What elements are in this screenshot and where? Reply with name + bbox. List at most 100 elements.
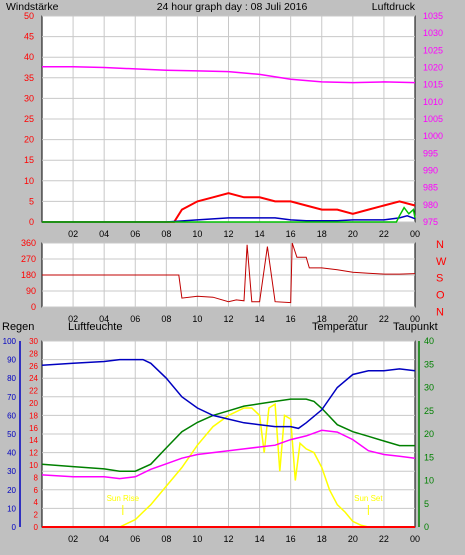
humidity-y-tick-label: 0 bbox=[12, 523, 17, 532]
wind-y-tick-label: 35 bbox=[24, 73, 34, 83]
pressure-y-tick-label: 980 bbox=[423, 200, 438, 210]
rain-y-tick-label: 6 bbox=[34, 486, 39, 495]
pressure-y-tick-label: 1035 bbox=[423, 11, 443, 21]
wind-direction-x-tick-label: 00 bbox=[410, 314, 420, 324]
temperature-y-tick-label: 30 bbox=[424, 383, 434, 393]
pressure-y-tick-label: 975 bbox=[423, 217, 438, 227]
wind-pressure-x-tick-label: 18 bbox=[317, 229, 327, 239]
wind-y-tick-label: 20 bbox=[24, 135, 34, 145]
temperature-y-tick-label: 20 bbox=[424, 429, 434, 439]
climate-x-tick-label: 18 bbox=[317, 534, 327, 544]
pressure-line bbox=[42, 66, 416, 84]
sun-annotation-label: Sun Set bbox=[354, 494, 383, 503]
wind-y-tick-label: 40 bbox=[24, 52, 34, 62]
compass-label: N bbox=[436, 306, 444, 318]
wind-direction-x-tick-label: 22 bbox=[379, 314, 389, 324]
humidity-axis-title: Luftfeuchte bbox=[68, 321, 122, 333]
wind-y-tick-label: 50 bbox=[24, 11, 34, 21]
pressure-y-tick-label: 1030 bbox=[423, 28, 443, 38]
left-axis-title: Windstärke bbox=[6, 1, 59, 13]
compass-label: S bbox=[436, 273, 443, 285]
climate-series: Sun Rise Sun Set bbox=[41, 358, 416, 528]
wind-pressure-series bbox=[42, 66, 416, 223]
rain-y-tick-label: 18 bbox=[29, 411, 38, 420]
pressure-y-tick-label: 1010 bbox=[423, 97, 443, 107]
pressure-y-tick-label: 1005 bbox=[423, 114, 443, 124]
wind-direction-x-tick-label: 20 bbox=[348, 314, 358, 324]
wind-y-tick-label: 25 bbox=[24, 114, 34, 124]
wind-direction-x-tick-label: 12 bbox=[223, 314, 233, 324]
wind-pressure-x-tick-label: 22 bbox=[379, 229, 389, 239]
solar-line bbox=[42, 402, 415, 528]
wind-gust-line bbox=[42, 206, 416, 223]
right-axis-title: Luftdruck bbox=[372, 1, 416, 13]
temperature-y-tick-label: 5 bbox=[424, 499, 429, 509]
rain-y-tick-label: 14 bbox=[29, 436, 38, 445]
wind-y-tick-label: 15 bbox=[24, 155, 34, 165]
dewpoint-axis-title: Taupunkt bbox=[393, 321, 438, 333]
humidity-y-tick-label: 20 bbox=[7, 486, 16, 495]
wind-y-tick-label: 0 bbox=[29, 217, 34, 227]
rain-y-tick-label: 20 bbox=[29, 399, 38, 408]
rain-y-tick-label: 16 bbox=[29, 424, 38, 433]
wind-direction-x-tick-label: 02 bbox=[68, 314, 78, 324]
rain-y-tick-label: 4 bbox=[34, 498, 39, 507]
humidity-y-tick-label: 60 bbox=[7, 411, 16, 420]
wind-pressure-x-tick-label: 12 bbox=[223, 229, 233, 239]
wind-y-tick-label: 30 bbox=[24, 93, 34, 103]
humidity-line bbox=[41, 358, 416, 430]
rain-y-tick-label: 10 bbox=[29, 461, 38, 470]
wind-direction-x-tick-label: 14 bbox=[255, 314, 265, 324]
climate-x-tick-label: 00 bbox=[410, 534, 420, 544]
compass-label: O bbox=[436, 289, 445, 301]
wind-pressure-panel: 02 04 06 08 10 12 14 16 18 20 22 000510152025303540… bbox=[24, 11, 443, 239]
direction-y-tick-label: 90 bbox=[26, 286, 36, 296]
wind-pressure-x-tick-label: 20 bbox=[348, 229, 358, 239]
climate-x-tick-label: 16 bbox=[286, 534, 296, 544]
wind-direction-x-tick-label: 04 bbox=[99, 314, 109, 324]
rain-y-tick-label: 30 bbox=[29, 337, 38, 346]
rain-axis-title: Regen bbox=[2, 321, 34, 333]
humidity-y-tick-label: 30 bbox=[7, 467, 16, 476]
rain-y-tick-label: 2 bbox=[34, 511, 39, 520]
sun-annotation-label: Sun Rise bbox=[107, 494, 140, 503]
climate-x-tick-label: 10 bbox=[192, 534, 202, 544]
direction-y-tick-label: 0 bbox=[31, 302, 36, 312]
pressure-y-tick-label: 1015 bbox=[423, 80, 443, 90]
wind-y-tick-label: 10 bbox=[24, 176, 34, 186]
climate-x-tick-label: 08 bbox=[161, 534, 171, 544]
humidity-y-tick-label: 70 bbox=[7, 393, 16, 402]
humidity-y-tick-label: 50 bbox=[7, 430, 16, 439]
rain-y-tick-label: 8 bbox=[34, 473, 39, 482]
wind-y-tick-label: 45 bbox=[24, 32, 34, 42]
pressure-y-tick-label: 1025 bbox=[423, 45, 443, 55]
wind-pressure-ticks: 02 04 06 08 10 12 14 16 18 20 22 000510152025303540… bbox=[24, 11, 443, 239]
wind-pressure-x-tick-label: 00 bbox=[410, 229, 420, 239]
pressure-y-tick-label: 1000 bbox=[423, 131, 443, 141]
pressure-y-tick-label: 1020 bbox=[423, 63, 443, 73]
climate-x-tick-label: 14 bbox=[255, 534, 265, 544]
wind-pressure-x-tick-label: 08 bbox=[161, 229, 171, 239]
climate-x-tick-label: 02 bbox=[68, 534, 78, 544]
temperature-y-tick-label: 40 bbox=[424, 336, 434, 346]
temperature-y-tick-label: 0 bbox=[424, 522, 429, 532]
temperature-axis-title: Temperatur bbox=[312, 321, 368, 333]
temperature-y-tick-label: 25 bbox=[424, 406, 434, 416]
pressure-y-tick-label: 985 bbox=[423, 183, 438, 193]
direction-y-tick-label: 270 bbox=[21, 254, 36, 264]
climate-x-tick-label: 04 bbox=[99, 534, 109, 544]
climate-x-tick-label: 22 bbox=[379, 534, 389, 544]
rain-y-tick-label: 28 bbox=[29, 349, 38, 358]
chart-title: 24 hour graph day : 08 Juli 2016 bbox=[157, 1, 308, 13]
pressure-y-tick-label: 990 bbox=[423, 166, 438, 176]
wind-pressure-x-tick-label: 14 bbox=[255, 229, 265, 239]
climate-x-tick-label: 20 bbox=[348, 534, 358, 544]
compass-label: N bbox=[436, 239, 444, 251]
humidity-y-tick-label: 40 bbox=[7, 449, 16, 458]
temperature-y-tick-label: 35 bbox=[424, 359, 434, 369]
dewpoint-line bbox=[41, 429, 416, 480]
humidity-y-tick-label: 100 bbox=[3, 337, 17, 346]
